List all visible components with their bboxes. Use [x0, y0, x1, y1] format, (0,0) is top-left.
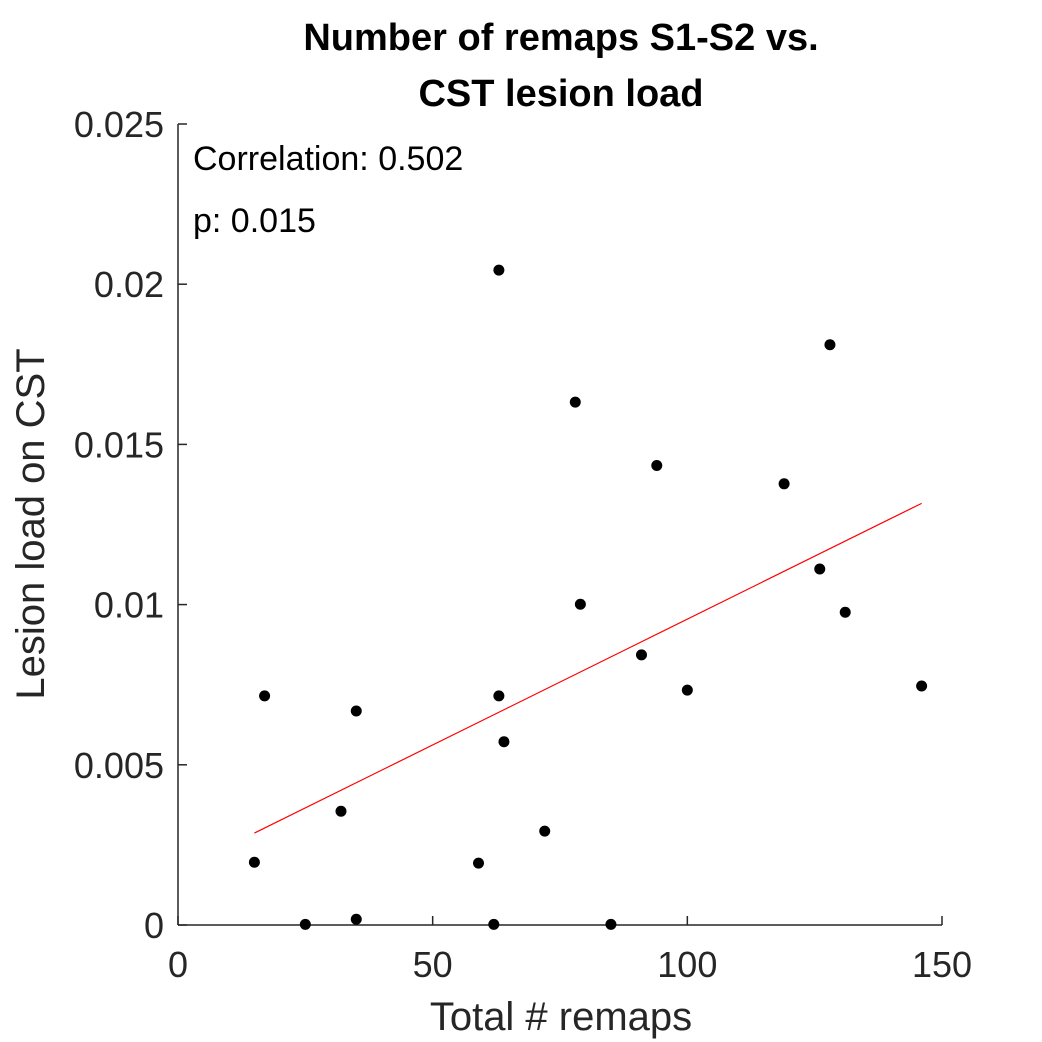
y-tick-label: 0.025: [74, 104, 164, 145]
y-tick-label: 0.005: [74, 745, 164, 786]
p-value-annotation: p: 0.015: [193, 202, 316, 240]
y-tick-label: 0: [144, 905, 164, 946]
data-point: [574, 598, 586, 610]
data-point: [350, 705, 362, 717]
data-point: [248, 856, 260, 868]
data-point: [259, 690, 271, 702]
x-tick-label: 50: [413, 944, 453, 985]
data-point: [839, 606, 851, 618]
x-tick-label: 0: [168, 944, 188, 985]
data-point: [488, 918, 500, 930]
y-tick-label: 0.015: [74, 424, 164, 465]
correlation-annotation: Correlation: 0.502: [193, 140, 463, 178]
data-point: [824, 339, 836, 351]
data-point: [814, 563, 826, 575]
data-point: [569, 396, 581, 408]
data-point: [605, 918, 617, 930]
y-tick-label: 0.02: [94, 264, 164, 305]
y-tick-label: 0.01: [94, 585, 164, 626]
data-point: [493, 264, 505, 276]
x-axis-label: Total # remaps: [430, 995, 692, 1039]
data-point: [539, 825, 551, 837]
data-point: [498, 736, 510, 748]
chart-title-line-2: CST lesion load: [418, 73, 703, 115]
data-point: [778, 478, 790, 490]
data-point: [916, 680, 928, 692]
chart-title-line-1: Number of remaps S1-S2 vs.: [303, 17, 818, 59]
axes: 0 50 100 150 0 0.005 0.01 0.015 0.02 0.025: [74, 104, 972, 985]
data-point: [299, 918, 311, 930]
data-points: [248, 264, 928, 930]
regression-line-group: [254, 502, 922, 834]
data-point: [350, 913, 362, 925]
regression-line: [254, 502, 922, 834]
data-point: [651, 460, 663, 472]
data-point: [493, 690, 505, 702]
x-tick-label: 100: [657, 944, 717, 985]
y-axis-label: Lesion load on CST: [9, 348, 53, 699]
data-point: [635, 649, 647, 661]
data-point: [335, 805, 347, 817]
data-point: [473, 857, 485, 869]
data-point: [681, 684, 693, 696]
x-tick-label: 150: [912, 944, 972, 985]
